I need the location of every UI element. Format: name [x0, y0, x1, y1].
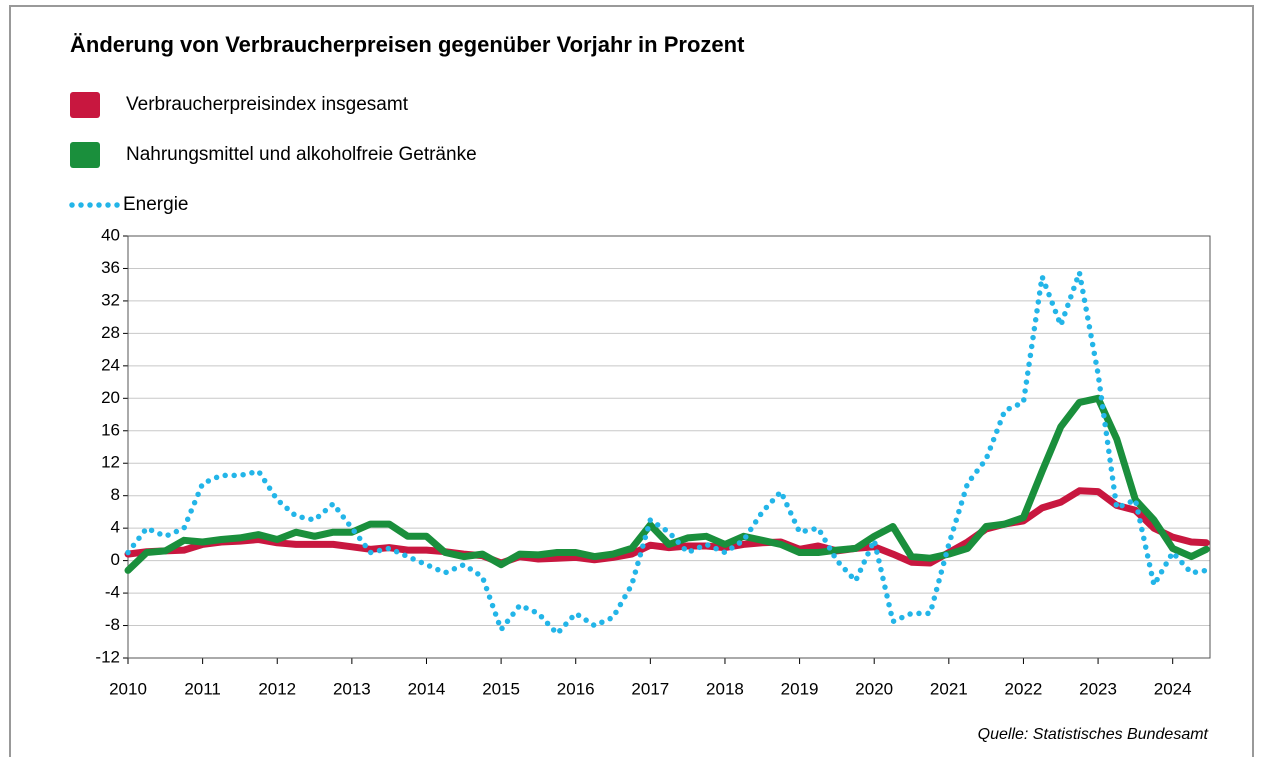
x-tick-label: 2024	[1154, 679, 1192, 698]
y-tick-label: 4	[111, 518, 120, 537]
y-tick-label: -12	[95, 647, 120, 666]
x-tick-label: 2022	[1005, 679, 1043, 698]
y-tick-label: 0	[111, 550, 120, 569]
series-line	[124, 487, 1210, 567]
x-tick-label: 2020	[855, 679, 893, 698]
series-line	[125, 261, 1210, 638]
plot-frame	[127, 235, 1211, 659]
y-tick-label: -4	[105, 583, 120, 602]
legend-swatch	[70, 142, 100, 168]
x-tick-label: 2013	[333, 679, 371, 698]
y-tick-label: 12	[101, 453, 120, 472]
y-tick-label: 24	[101, 355, 120, 374]
x-tick-label: 2017	[631, 679, 669, 698]
y-tick-label: 40	[101, 225, 120, 244]
x-tick-label: 2016	[557, 679, 595, 698]
legend-label: Energie	[123, 194, 189, 215]
y-tick-label: 16	[101, 420, 120, 439]
x-tick-label: 2010	[109, 679, 147, 698]
y-tick-label: 8	[111, 485, 120, 504]
y-tick-label: 20	[101, 388, 120, 407]
y-tick-label: -8	[105, 615, 120, 634]
x-tick-label: 2019	[781, 679, 819, 698]
legend-label: Verbraucherpreisindex insgesamt	[126, 94, 409, 115]
x-tick-label: 2023	[1079, 679, 1117, 698]
series-line	[124, 394, 1210, 574]
y-tick-label: 32	[101, 290, 120, 309]
source: Quelle: Statistisches Bundesamt	[978, 726, 1209, 743]
x-tick-label: 2014	[408, 679, 446, 698]
chart-title: Änderung von Verbraucherpreisen gegenübe…	[70, 32, 745, 57]
x-tick-label: 2018	[706, 679, 744, 698]
x-tick-label: 2011	[184, 679, 221, 698]
legend-swatch	[70, 92, 100, 118]
frame	[9, 5, 1254, 757]
x-tick-label: 2021	[930, 679, 968, 698]
x-tick-label: 2012	[258, 679, 296, 698]
y-tick-label: 36	[101, 258, 120, 277]
legend-label: Nahrungsmittel und alkoholfreie Getränke	[126, 144, 477, 165]
y-tick-label: 28	[101, 323, 120, 342]
x-tick-label: 2015	[482, 679, 520, 698]
